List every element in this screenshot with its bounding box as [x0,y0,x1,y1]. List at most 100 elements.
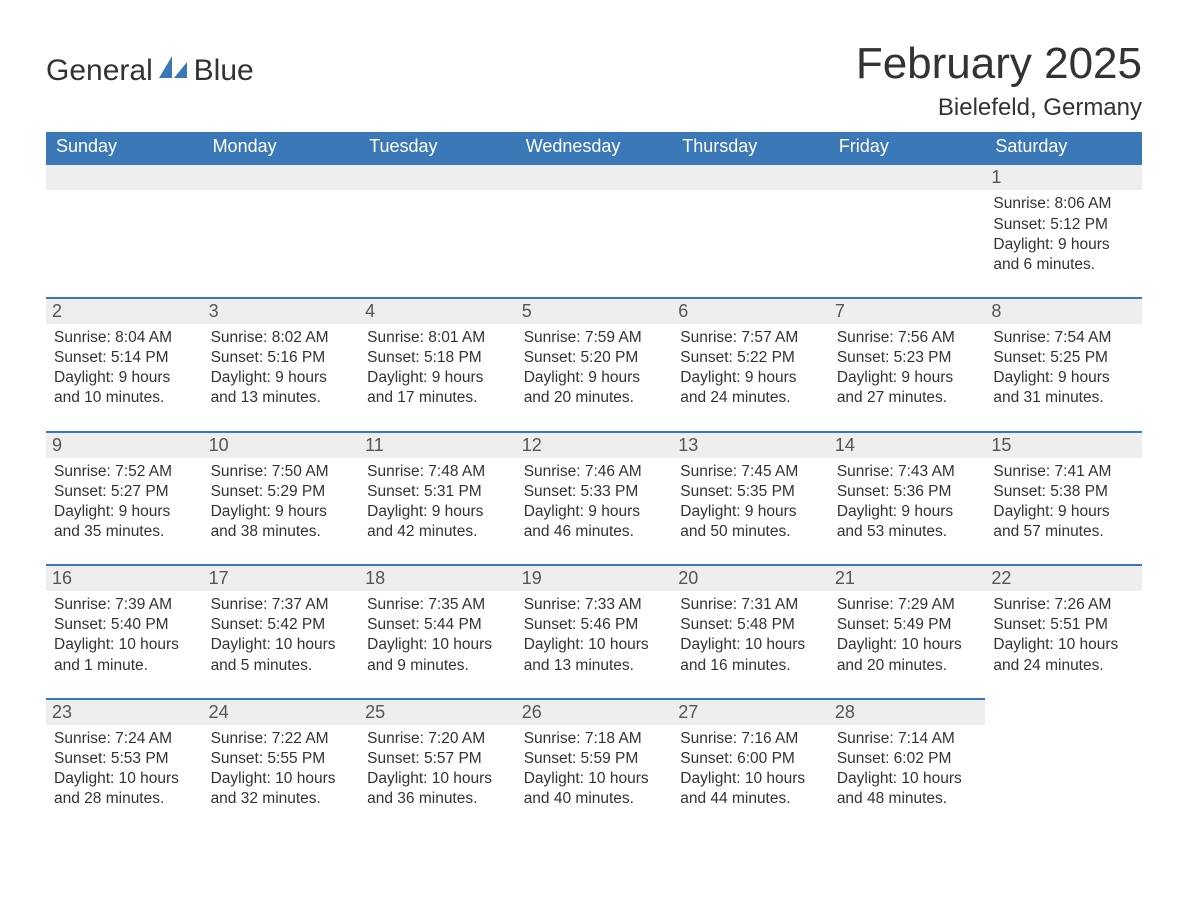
daylight: Daylight: 9 hours and 13 minutes. [211,368,352,408]
day-number: 15 [985,431,1142,458]
day-number: 13 [672,431,829,458]
day-data: Sunrise: 7:57 AMSunset: 5:22 PMDaylight:… [680,328,821,409]
sunrise: Sunrise: 8:06 AM [993,194,1134,214]
day-data: Sunrise: 7:16 AMSunset: 6:00 PMDaylight:… [680,729,821,810]
day-number: 5 [516,297,673,324]
day-number: 16 [46,564,203,591]
daylight: Daylight: 9 hours and 53 minutes. [837,502,978,542]
sunset: Sunset: 5:57 PM [367,749,508,769]
sunset: Sunset: 6:00 PM [680,749,821,769]
day-cell: 13Sunrise: 7:45 AMSunset: 5:35 PMDayligh… [672,431,829,565]
day-cell: . [672,163,829,297]
week-row: 23Sunrise: 7:24 AMSunset: 5:53 PMDayligh… [46,698,1142,832]
sunset: Sunset: 5:49 PM [837,615,978,635]
sunrise: Sunrise: 7:18 AM [524,729,665,749]
sunset: Sunset: 5:36 PM [837,482,978,502]
day-cell: 8Sunrise: 7:54 AMSunset: 5:25 PMDaylight… [985,297,1142,431]
daylight: Daylight: 10 hours and 40 minutes. [524,769,665,809]
sunset: Sunset: 5:55 PM [211,749,352,769]
day-number: 28 [829,698,986,725]
sunset: Sunset: 5:23 PM [837,348,978,368]
sunset: Sunset: 5:48 PM [680,615,821,635]
day-data: Sunrise: 7:50 AMSunset: 5:29 PMDaylight:… [211,462,352,543]
day-cell: 18 Sunrise: 7:35 AMSunset: 5:44 PMDayligh… [359,564,516,698]
header: General Blue February 2025 Bielefeld, Ge… [46,40,1142,122]
day-number: 17 [203,564,360,591]
day-data: Sunrise: 7:41 AMSunset: 5:38 PMDaylight:… [993,462,1134,543]
sunrise: Sunrise: 7:22 AM [211,729,352,749]
dayhead-tue: Tuesday [359,132,516,163]
sunset: Sunset: 5:20 PM [524,348,665,368]
daylight: Daylight: 10 hours and 28 minutes. [54,769,195,809]
daylight: Daylight: 9 hours and 38 minutes. [211,502,352,542]
sunset: Sunset: 5:42 PM [211,615,352,635]
calendar-body: ......1Sunrise: 8:06 AMSunset: 5:12 PMDa… [46,163,1142,831]
dayhead-thu: Thursday [672,132,829,163]
day-number: 19 [516,564,673,591]
daylight: Daylight: 10 hours and 44 minutes. [680,769,821,809]
sunset: Sunset: 6:02 PM [837,749,978,769]
day-data: Sunrise: 8:01 AMSunset: 5:18 PMDaylight:… [367,328,508,409]
daylight: Daylight: 9 hours and 20 minutes. [524,368,665,408]
day-cell: 20Sunrise: 7:31 AMSunset: 5:48 PMDayligh… [672,564,829,698]
day-cell: . [359,163,516,297]
sunrise: Sunrise: 7:43 AM [837,462,978,482]
day-number: 27 [672,698,829,725]
week-row: 16Sunrise: 7:39 AMSunset: 5:40 PMDayligh… [46,564,1142,698]
sunrise: Sunrise: 7:54 AM [993,328,1134,348]
daylight: Daylight: 10 hours and 48 minutes. [837,769,978,809]
day-number: 1 [985,163,1142,190]
day-data: Sunrise: 8:04 AMSunset: 5:14 PMDaylight:… [54,328,195,409]
day-data: Sunrise: 7:59 AMSunset: 5:20 PMDaylight:… [524,328,665,409]
day-cell: 14Sunrise: 7:43 AMSunset: 5:36 PMDayligh… [829,431,986,565]
sunrise: Sunrise: 7:29 AM [837,595,978,615]
daylight: Daylight: 10 hours and 1 minute. [54,635,195,675]
day-number: 7 [829,297,986,324]
day-number: 9 [46,431,203,458]
day-number: 22 [985,564,1142,591]
day-data: Sunrise: 7:26 AMSunset: 5:51 PMDaylight:… [993,595,1134,676]
logo-word1: General [46,54,153,87]
daylight: Daylight: 9 hours and 46 minutes. [524,502,665,542]
logo-text: General Blue [46,56,254,86]
calendar-table: Sunday Monday Tuesday Wednesday Thursday… [46,132,1142,831]
day-number: 2 [46,297,203,324]
day-number: 11 [359,431,516,458]
sunrise: Sunrise: 8:01 AM [367,328,508,348]
day-data: Sunrise: 7:35 AMSunset: 5:44 PMDaylight:… [367,595,508,676]
sunrise: Sunrise: 7:59 AM [524,328,665,348]
sunrise: Sunrise: 7:52 AM [54,462,195,482]
daylight: Daylight: 9 hours and 6 minutes. [993,235,1134,275]
sunset: Sunset: 5:46 PM [524,615,665,635]
day-data: Sunrise: 7:22 AMSunset: 5:55 PMDaylight:… [211,729,352,810]
day-cell: 16Sunrise: 7:39 AMSunset: 5:40 PMDayligh… [46,564,203,698]
day-number: . [359,163,516,190]
day-cell: 11Sunrise: 7:48 AMSunset: 5:31 PMDayligh… [359,431,516,565]
day-cell: 26Sunrise: 7:18 AMSunset: 5:59 PMDayligh… [516,698,673,832]
day-cell: 12Sunrise: 7:46 AMSunset: 5:33 PMDayligh… [516,431,673,565]
day-number: . [829,163,986,190]
sunset: Sunset: 5:31 PM [367,482,508,502]
sunset: Sunset: 5:38 PM [993,482,1134,502]
dayhead-wed: Wednesday [516,132,673,163]
day-cell: 2 Sunrise: 8:04 AMSunset: 5:14 PMDaylight… [46,297,203,431]
sunset: Sunset: 5:29 PM [211,482,352,502]
day-number: 24 [203,698,360,725]
day-cell: 17Sunrise: 7:37 AMSunset: 5:42 PMDayligh… [203,564,360,698]
sunset: Sunset: 5:51 PM [993,615,1134,635]
sunrise: Sunrise: 7:46 AM [524,462,665,482]
day-cell: 15 Sunrise: 7:41 AMSunset: 5:38 PMDayligh… [985,431,1142,565]
day-cell: . [46,163,203,297]
week-row: 9Sunrise: 7:52 AMSunset: 5:27 PMDaylight… [46,431,1142,565]
day-number: 18 [359,564,516,591]
sunrise: Sunrise: 7:14 AM [837,729,978,749]
sunset: Sunset: 5:12 PM [993,215,1134,235]
day-data: Sunrise: 8:02 AMSunset: 5:16 PMDaylight:… [211,328,352,409]
day-data: Sunrise: 7:43 AMSunset: 5:36 PMDaylight:… [837,462,978,543]
day-data: Sunrise: 7:54 AMSunset: 5:25 PMDaylight:… [993,328,1134,409]
day-cell: 6Sunrise: 7:57 AMSunset: 5:22 PMDaylight… [672,297,829,431]
day-number: 10 [203,431,360,458]
day-cell: . [829,163,986,297]
day-cell: 9Sunrise: 7:52 AMSunset: 5:27 PMDaylight… [46,431,203,565]
sunrise: Sunrise: 7:24 AM [54,729,195,749]
